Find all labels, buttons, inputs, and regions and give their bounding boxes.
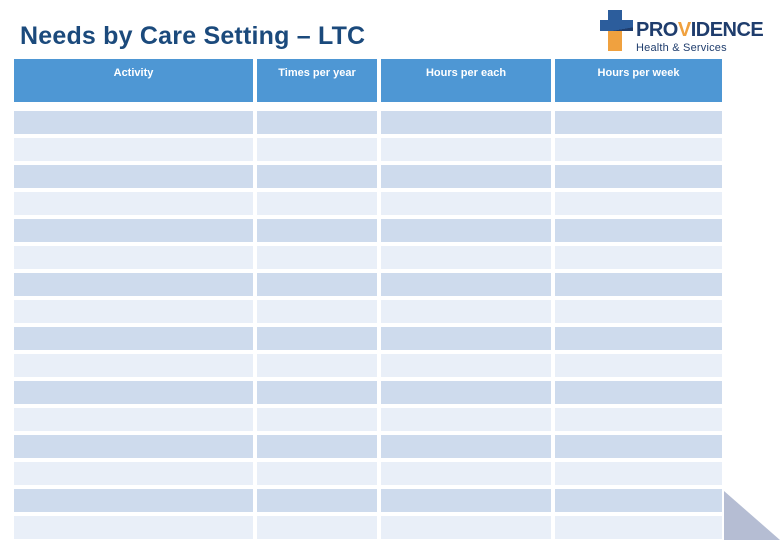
- table-cell: [14, 462, 253, 485]
- table-cell: [257, 138, 377, 161]
- cross-horizontal-bar: [600, 20, 633, 31]
- table-cell: [257, 219, 377, 242]
- table-cell: [257, 489, 377, 512]
- table-body: [14, 111, 722, 539]
- table-cell: [257, 381, 377, 404]
- table-cell: [381, 300, 551, 323]
- table-cell: [555, 381, 722, 404]
- table-cell: [381, 489, 551, 512]
- table-cell: [381, 111, 551, 134]
- table-cell: [257, 165, 377, 188]
- table-cell: [14, 165, 253, 188]
- providence-cross-icon: [600, 10, 633, 51]
- table-cell: [555, 408, 722, 431]
- table-cell: [14, 300, 253, 323]
- column-header: Hours per week: [555, 59, 722, 102]
- logo-wordmark: PROVIDENCE: [636, 19, 764, 41]
- table-cell: [381, 273, 551, 296]
- table-cell: [381, 219, 551, 242]
- needs-table: Activity Times per year Hours per each Hour…: [14, 59, 722, 539]
- table-cell: [14, 516, 253, 539]
- table-cell: [381, 381, 551, 404]
- table-cell: [14, 246, 253, 269]
- table-cell: [257, 273, 377, 296]
- logo-text-block: PROVIDENCE Health & Services: [636, 10, 764, 54]
- table-cell: [381, 462, 551, 485]
- table-cell: [555, 246, 722, 269]
- table-cell: [381, 246, 551, 269]
- table-cell: [257, 111, 377, 134]
- table-cell: [381, 165, 551, 188]
- table-cell: [14, 192, 253, 215]
- column-header: Times per year: [257, 59, 377, 102]
- table-cell: [257, 354, 377, 377]
- table-cell: [555, 219, 722, 242]
- table-cell: [257, 192, 377, 215]
- table-cell: [555, 435, 722, 458]
- table-cell: [555, 462, 722, 485]
- table-cell: [555, 192, 722, 215]
- table-cell: [14, 327, 253, 350]
- table-cell: [14, 273, 253, 296]
- table-cell: [257, 435, 377, 458]
- table-cell: [14, 408, 253, 431]
- table-cell: [381, 192, 551, 215]
- table-cell: [14, 354, 253, 377]
- table-cell: [555, 327, 722, 350]
- providence-logo: PROVIDENCE Health & Services: [600, 10, 764, 54]
- table-cell: [381, 408, 551, 431]
- table-header-row: Activity Times per year Hours per each Hour…: [14, 59, 722, 102]
- logo-tagline: Health & Services: [636, 42, 727, 54]
- table-cell: [14, 219, 253, 242]
- table-cell: [381, 435, 551, 458]
- table-cell: [555, 165, 722, 188]
- table-cell: [381, 354, 551, 377]
- column-header: Hours per each: [381, 59, 551, 102]
- table-cell: [14, 489, 253, 512]
- table-cell: [257, 300, 377, 323]
- table-cell: [555, 354, 722, 377]
- table-cell: [257, 408, 377, 431]
- table-cell: [257, 327, 377, 350]
- table-cell: [555, 273, 722, 296]
- logo-wordmark-pre: PRO: [636, 19, 678, 41]
- table-cell: [14, 435, 253, 458]
- table-cell: [555, 138, 722, 161]
- column-header: Activity: [14, 59, 253, 102]
- table-cell: [381, 138, 551, 161]
- table-cell: [257, 516, 377, 539]
- table-cell: [381, 327, 551, 350]
- table-cell: [381, 516, 551, 539]
- table-cell: [14, 138, 253, 161]
- table-cell: [14, 111, 253, 134]
- table-cell: [14, 381, 253, 404]
- corner-triangle-decoration: [724, 491, 780, 540]
- page-title: Needs by Care Setting – LTC: [20, 22, 366, 50]
- table-cell: [555, 300, 722, 323]
- table-cell: [257, 246, 377, 269]
- logo-wordmark-v: V: [677, 19, 691, 41]
- logo-wordmark-post: IDENCE: [690, 19, 764, 41]
- table-cell: [555, 111, 722, 134]
- table-cell: [257, 462, 377, 485]
- table-cell: [555, 489, 722, 512]
- table-cell: [555, 516, 722, 539]
